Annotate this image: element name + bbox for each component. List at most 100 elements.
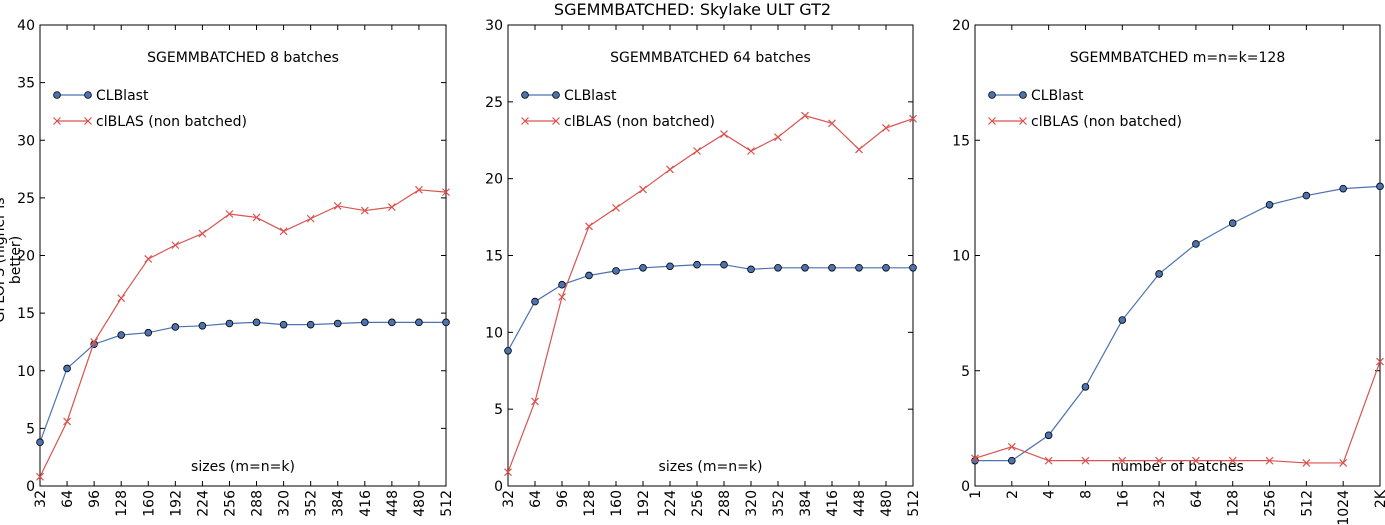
y-tick-label: 35 bbox=[17, 76, 35, 92]
data-point-clblas bbox=[1007, 442, 1016, 451]
data-point-clblas bbox=[693, 147, 701, 155]
data-point-clblas bbox=[90, 338, 99, 346]
x-tick-label: 64 bbox=[528, 490, 544, 508]
data-point-clblas bbox=[1044, 456, 1053, 465]
legend-marker bbox=[521, 117, 529, 125]
x-tick-label: 192 bbox=[636, 490, 652, 517]
data-point-clblast bbox=[1192, 240, 1200, 248]
data-point-clblas bbox=[747, 147, 755, 155]
y-tick-label: 20 bbox=[17, 249, 35, 265]
legend-marker bbox=[84, 117, 92, 125]
data-point-clblas bbox=[252, 213, 261, 222]
chart-title: SGEMMBATCHED 64 batches bbox=[610, 50, 811, 66]
x-tick-label: 512 bbox=[906, 490, 922, 517]
data-point-clblas bbox=[801, 111, 809, 120]
x-tick-label: 384 bbox=[331, 490, 347, 517]
legend-marker bbox=[1019, 117, 1027, 125]
x-tick-label: 416 bbox=[358, 490, 374, 517]
data-point-clblas bbox=[198, 229, 207, 238]
data-point-clblast bbox=[360, 318, 369, 327]
x-tick-label: 288 bbox=[717, 490, 733, 517]
data-point-clblast bbox=[388, 318, 396, 327]
x-tick-label: 128 bbox=[114, 490, 130, 517]
data-point-clblast bbox=[63, 364, 71, 373]
legend-marker bbox=[53, 91, 61, 99]
chart-panel-1: 0 5 10 15 20 25 30 35 40 32 64 96 128 160 192 224 256 288… bbox=[17, 18, 455, 517]
chart-title: SGEMMBATCHED 8 batches bbox=[147, 50, 339, 66]
x-tick-label: 128 bbox=[582, 490, 598, 517]
figure-title: SGEMMBATCHED: Skylake ULT GT2 bbox=[553, 0, 832, 19]
legend-label: CLBlast bbox=[564, 88, 617, 104]
x-axis-label: sizes (m=n=k) bbox=[191, 459, 295, 475]
data-point-clblast bbox=[225, 319, 234, 328]
data-point-clblast bbox=[693, 260, 701, 269]
y-tick-label: 5 bbox=[494, 402, 503, 418]
y-tick-label: 30 bbox=[485, 18, 503, 34]
series-line-clblas bbox=[507, 115, 914, 473]
data-point-clblas bbox=[1339, 459, 1348, 467]
x-tick-label: 32 bbox=[1152, 490, 1168, 508]
data-point-clblas bbox=[504, 468, 512, 477]
x-tick-label: 2K bbox=[1373, 489, 1385, 508]
data-point-clblast bbox=[252, 318, 261, 327]
series-line-clblast bbox=[39, 321, 446, 443]
x-tick-label: 480 bbox=[879, 490, 895, 517]
data-point-clblas bbox=[612, 203, 620, 212]
legend-marker bbox=[988, 91, 996, 99]
x-tick-label: 384 bbox=[798, 490, 814, 517]
data-point-clblast bbox=[558, 280, 566, 289]
data-point-clblast bbox=[504, 346, 512, 355]
x-tick-label: 2 bbox=[1005, 490, 1021, 499]
x-axis-label: sizes (m=n=k) bbox=[659, 459, 763, 475]
x-tick-label: 16 bbox=[1115, 490, 1131, 508]
data-point-clblast bbox=[1376, 182, 1384, 191]
data-point-clblas bbox=[63, 417, 71, 426]
data-point-clblast bbox=[198, 322, 207, 330]
data-point-clblast bbox=[144, 328, 153, 337]
data-point-clblas bbox=[1155, 456, 1164, 465]
data-point-clblast bbox=[639, 263, 647, 272]
data-point-clblas bbox=[558, 293, 566, 301]
legend-marker bbox=[53, 117, 61, 125]
data-point-clblast bbox=[801, 263, 809, 272]
chart-panel-2: 0 5 10 15 20 25 30 32 64 96 128 160 192 224 256 288 320 3… bbox=[485, 18, 922, 517]
data-point-clblas bbox=[144, 255, 153, 263]
y-tick-label: 5 bbox=[26, 421, 35, 437]
x-tick-label: 96 bbox=[555, 490, 571, 508]
series-line-clblas bbox=[974, 361, 1381, 464]
data-point-clblast bbox=[882, 263, 890, 272]
series-line-clblast bbox=[507, 264, 913, 352]
data-point-clblas bbox=[855, 145, 863, 154]
data-point-clblas bbox=[442, 188, 450, 197]
x-axis-label: number of batches bbox=[1111, 459, 1243, 475]
y-tick-label: 25 bbox=[485, 95, 503, 111]
y-tick-label: 10 bbox=[485, 325, 503, 341]
legend-marker bbox=[84, 91, 92, 99]
data-point-clblast bbox=[442, 318, 450, 327]
x-tick-label: 160 bbox=[141, 490, 157, 517]
data-point-clblas bbox=[306, 214, 315, 223]
y-tick-label: 10 bbox=[952, 249, 970, 265]
data-point-clblast bbox=[1265, 200, 1274, 209]
data-point-clblast bbox=[333, 319, 342, 328]
data-point-clblas bbox=[171, 241, 180, 250]
legend-marker bbox=[988, 117, 996, 125]
data-point-clblas bbox=[225, 210, 234, 218]
data-point-clblas bbox=[639, 185, 647, 194]
data-point-clblas bbox=[585, 222, 593, 231]
data-point-clblas bbox=[387, 203, 396, 212]
legend-label: clBLAS (non batched) bbox=[564, 114, 715, 130]
data-point-clblas bbox=[1191, 456, 1200, 465]
y-tick-label: 40 bbox=[17, 18, 35, 34]
y-tick-label: 0 bbox=[494, 479, 503, 495]
x-tick-label: 96 bbox=[87, 490, 103, 508]
data-point-clblas bbox=[360, 206, 369, 215]
series-line-clblast bbox=[975, 185, 1381, 462]
data-point-clblas bbox=[279, 227, 288, 236]
x-tick-label: 32 bbox=[33, 490, 49, 508]
data-point-clblas bbox=[828, 119, 836, 128]
x-tick-label: 128 bbox=[1226, 490, 1242, 517]
y-tick-label: 0 bbox=[961, 479, 970, 495]
data-point-clblast bbox=[1302, 191, 1311, 200]
